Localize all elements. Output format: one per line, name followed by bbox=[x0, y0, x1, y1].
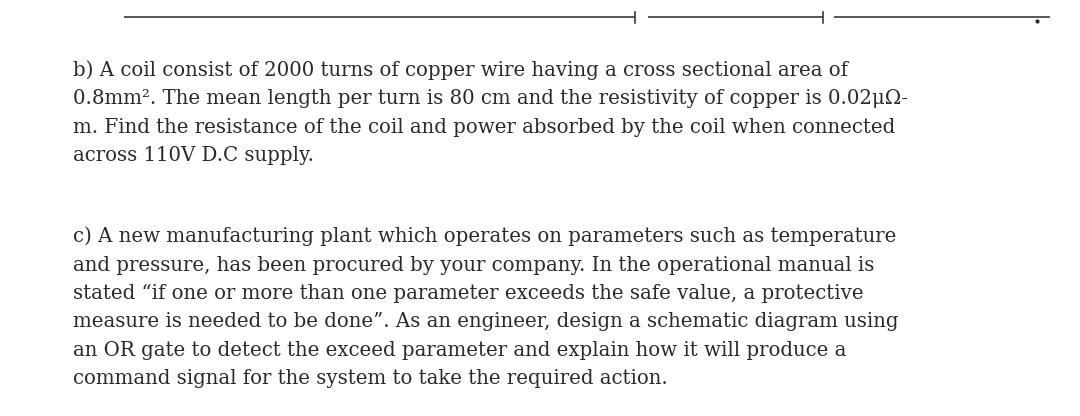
Text: b) A coil consist of 2000 turns of copper wire having a cross sectional area of
: b) A coil consist of 2000 turns of coppe… bbox=[73, 60, 908, 165]
Text: c) A new manufacturing plant which operates on parameters such as temperature
an: c) A new manufacturing plant which opera… bbox=[73, 227, 899, 388]
